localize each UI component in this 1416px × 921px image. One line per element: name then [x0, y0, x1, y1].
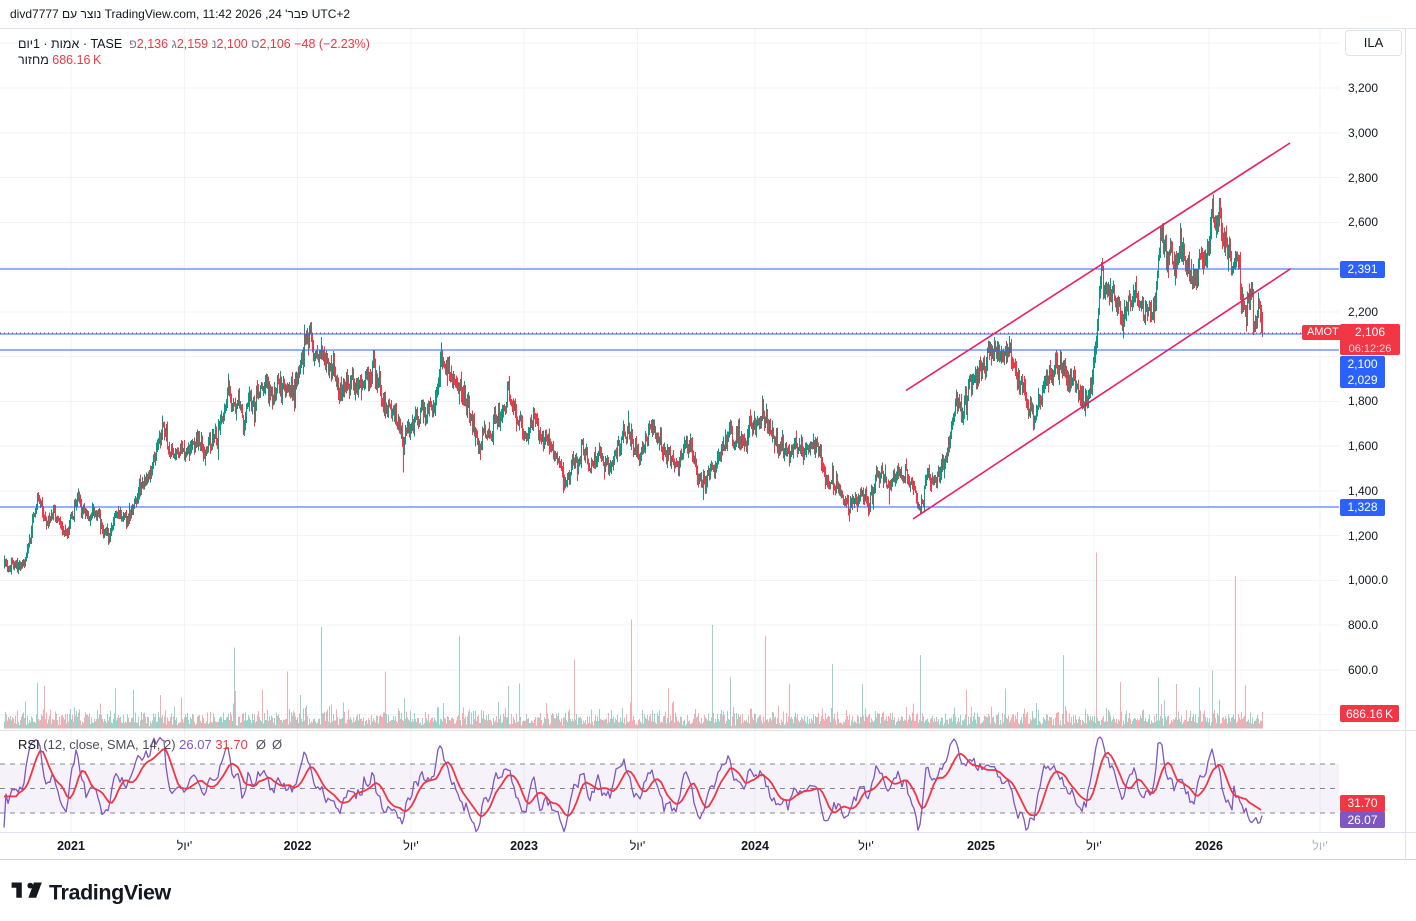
svg-text:TradingView: TradingView — [49, 881, 172, 905]
